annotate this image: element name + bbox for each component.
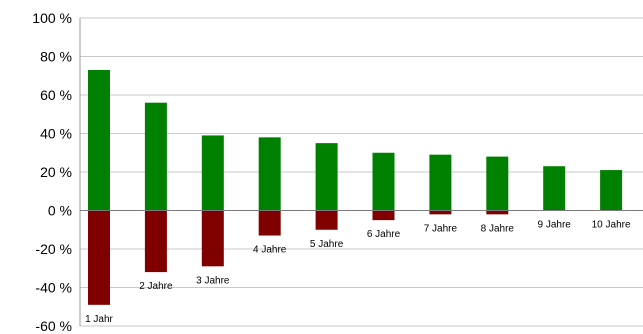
y-tick-label: 80 % <box>40 49 72 65</box>
category-label: 9 Jahre <box>538 220 572 231</box>
category-label: 4 Jahre <box>253 245 287 256</box>
category-label: 10 Jahre <box>592 220 631 231</box>
bar-positive <box>429 154 452 211</box>
y-tick-label: 20 % <box>40 164 72 180</box>
bar-negative <box>258 210 281 236</box>
y-tick-label: 40 % <box>40 126 72 142</box>
y-tick-label: -20 % <box>35 241 72 257</box>
category-label: 3 Jahre <box>196 275 230 286</box>
category-label: 5 Jahre <box>310 239 344 250</box>
bar-positive <box>315 143 338 211</box>
category-label: 6 Jahre <box>367 229 401 240</box>
y-tick-label: 100 % <box>32 10 72 26</box>
y-tick-label: 0 % <box>48 203 72 219</box>
category-label: 8 Jahre <box>481 223 515 234</box>
y-tick-label: -60 % <box>35 318 72 334</box>
y-tick-label: 60 % <box>40 87 72 103</box>
category-label: 7 Jahre <box>424 223 458 234</box>
bar-negative <box>315 210 338 230</box>
bar-positive <box>486 156 509 211</box>
bar-positive <box>372 152 395 211</box>
bar-positive <box>88 69 110 211</box>
bar-negative <box>144 210 167 273</box>
bar-positive <box>258 137 281 211</box>
bar-negative <box>372 210 395 221</box>
category-label: 1 Jahr <box>85 314 113 325</box>
bar-negative <box>486 210 509 215</box>
bar-positive <box>144 102 167 211</box>
bar-negative <box>429 210 452 215</box>
bar-negative <box>201 210 224 267</box>
bar-positive <box>600 170 623 211</box>
bar-positive <box>201 135 224 211</box>
y-tick-label: -40 % <box>35 280 72 296</box>
bar-positive <box>543 166 566 211</box>
bar-negative <box>88 210 110 305</box>
category-label: 2 Jahre <box>139 281 173 292</box>
